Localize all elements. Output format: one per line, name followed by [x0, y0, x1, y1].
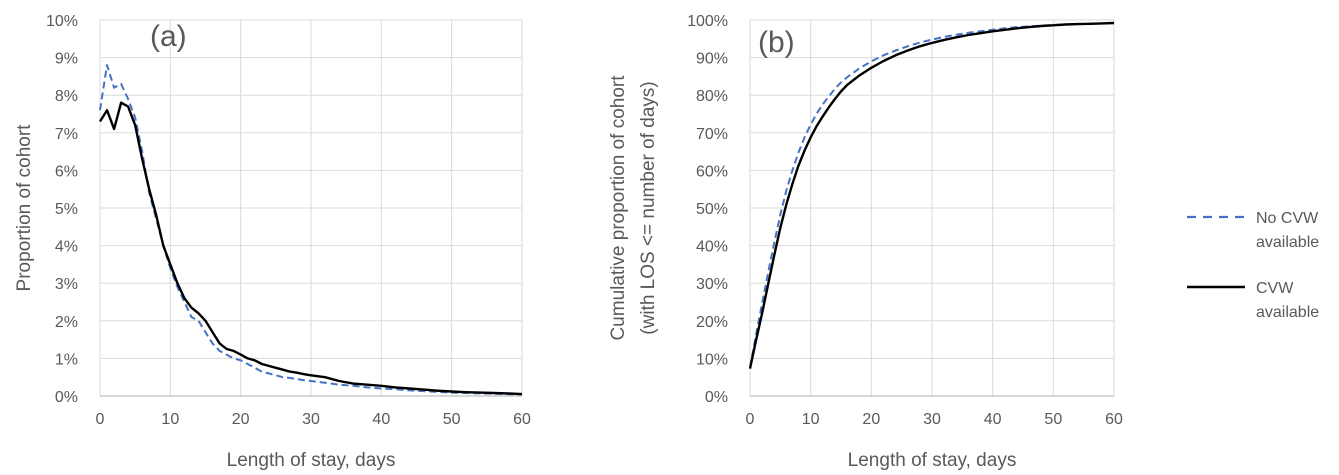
y-tick-label: 50%	[696, 201, 728, 218]
x-tick-label: 50	[443, 411, 461, 428]
y-tick-label: 100%	[687, 13, 728, 30]
x-tick-label: 60	[513, 411, 531, 428]
y-tick-label: 10%	[696, 351, 728, 368]
y-tick-label: 90%	[696, 51, 728, 68]
x-tick-label: 40	[372, 411, 390, 428]
y-tick-label: 70%	[696, 126, 728, 143]
x-tick-label: 50	[1044, 411, 1062, 428]
x-tick-label: 60	[1105, 411, 1123, 428]
y-tick-label: 6%	[55, 163, 78, 180]
legend-label: available	[1256, 234, 1319, 251]
x-tick-label: 10	[802, 411, 820, 428]
legend-label: CVW	[1256, 280, 1294, 297]
series-line-cvw	[98, 101, 523, 396]
y-tick-label: 20%	[696, 314, 728, 331]
y-tick-label: 0%	[705, 389, 728, 406]
y-axis-title-line: Cumulative proportion of cohort	[608, 75, 629, 341]
y-tick-label: 8%	[55, 88, 78, 105]
y-axis-title-line: (with LOS <= number of days)	[638, 81, 659, 334]
y-tick-label: 9%	[55, 51, 78, 68]
y-tick-label: 5%	[55, 201, 78, 218]
x-tick-label: 0	[746, 411, 755, 428]
legend-label: No CVW	[1256, 210, 1319, 227]
y-tick-label: 2%	[55, 314, 78, 331]
y-tick-label: 7%	[55, 126, 78, 143]
x-tick-label: 20	[862, 411, 880, 428]
y-tick-label: 40%	[696, 239, 728, 256]
legend-label: available	[1256, 304, 1319, 321]
x-tick-label: 30	[302, 411, 320, 428]
x-tick-label: 0	[96, 411, 105, 428]
chart-a: 0 10 20 30 40 50 60 0% 1% 2% 3% 4% 5% 6% 7% 8% 9% 10% Leng…	[14, 13, 531, 471]
legend: No CVW available CVW available	[1187, 210, 1319, 321]
y-axis-title: Proportion of cohort	[14, 124, 35, 292]
y-tick-label: 0%	[55, 389, 78, 406]
panel-label: (b)	[758, 26, 795, 59]
chart-b: 0 10 20 30 40 50 60 0% 10% 20% 30% 40% 50% 60% 70% 80% 9…	[608, 13, 1123, 471]
y-tick-label: 10%	[46, 13, 78, 30]
panel-label: (a)	[150, 20, 187, 53]
x-axis-title: Length of stay, days	[227, 450, 396, 471]
y-tick-label: 3%	[55, 276, 78, 293]
y-tick-label: 80%	[696, 88, 728, 105]
x-tick-label: 40	[984, 411, 1002, 428]
y-tick-label: 60%	[696, 163, 728, 180]
y-tick-label: 30%	[696, 276, 728, 293]
series-line-cvw	[748, 21, 1115, 369]
x-tick-label: 10	[161, 411, 179, 428]
x-tick-label: 30	[923, 411, 941, 428]
x-tick-label: 20	[232, 411, 250, 428]
y-tick-label: 4%	[55, 239, 78, 256]
x-axis-title: Length of stay, days	[848, 450, 1017, 471]
y-tick-label: 1%	[55, 351, 78, 368]
